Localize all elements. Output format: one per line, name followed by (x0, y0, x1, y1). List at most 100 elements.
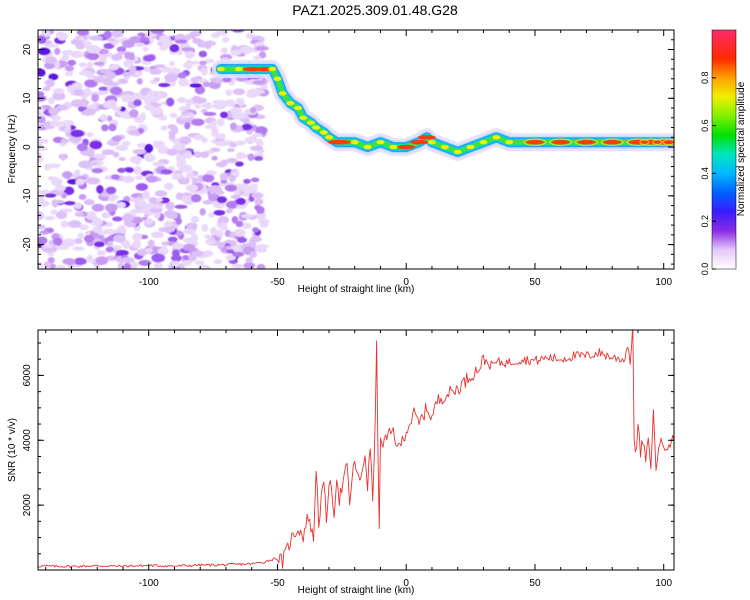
noise-speckle (38, 224, 46, 230)
ridge-peak (242, 66, 261, 72)
noise-speckle (202, 81, 211, 88)
noise-speckle (101, 149, 115, 156)
noise-speckle (68, 220, 82, 228)
noise-speckle (78, 62, 87, 68)
noise-speckle (225, 200, 240, 209)
noise-speckle (117, 78, 129, 85)
noise-speckle (243, 118, 250, 126)
noise-speckle (89, 103, 98, 110)
ridge-peak (551, 139, 570, 145)
top-x-axis: -100 -50 0 50 100 (45, 30, 672, 288)
noise-speckle (142, 54, 155, 62)
noise-speckle (169, 112, 178, 118)
noise-speckle (91, 161, 99, 166)
ridge-peak (278, 91, 287, 96)
noise-speckle (200, 103, 213, 108)
noise-speckle (251, 192, 264, 199)
noise-speckle (61, 50, 75, 55)
noise-speckle (175, 217, 182, 225)
noise-speckle (236, 237, 248, 243)
colorbar-tick-label: 0.4 (700, 167, 710, 180)
ridge-peak (628, 139, 647, 145)
noise-speckle (74, 202, 82, 210)
noise-speckle (179, 136, 192, 145)
noise-speckle (75, 178, 85, 186)
noise-speckle (217, 118, 225, 127)
noise-speckle (144, 247, 153, 253)
ridge-peak (505, 139, 514, 145)
ridge-peak-edge (626, 138, 650, 146)
noise-speckle (213, 79, 225, 84)
ridge-peak (268, 66, 277, 72)
bottom-x-axis-label: Height of straight line (km) (298, 585, 415, 596)
noise-speckle (241, 123, 253, 131)
ridge-peak (665, 139, 674, 145)
noise-speckle (158, 227, 171, 233)
noise-speckle (231, 263, 243, 269)
noise-speckle (49, 120, 63, 127)
noise-speckle (105, 81, 120, 87)
noise-speckle (148, 197, 158, 203)
noise-speckle (177, 177, 190, 185)
ridge-peak (641, 139, 660, 145)
noise-speckle (89, 35, 104, 41)
ridge-peak (332, 139, 351, 145)
noise-speckle (154, 190, 166, 197)
noise-speckle (253, 55, 261, 60)
noise-speckle (152, 161, 166, 167)
frequency-ridge (211, 60, 674, 161)
noise-speckle (163, 220, 173, 228)
noise-speckle (232, 88, 246, 96)
noise-speckle (249, 107, 257, 114)
ridge-peak-edge (549, 138, 573, 146)
noise-speckle (95, 256, 109, 266)
noise-speckle (38, 47, 51, 56)
noise-speckle (232, 113, 245, 120)
noise-speckle (138, 259, 152, 266)
ridge-peak (294, 105, 303, 111)
noise-speckle (161, 66, 172, 73)
noise-speckle (220, 221, 228, 230)
noise-speckle (144, 143, 154, 153)
noise-speckle (124, 51, 132, 60)
noise-speckle (250, 145, 263, 152)
noise-speckle (252, 80, 266, 86)
noise-speckle (154, 92, 166, 99)
ridge-peak (216, 66, 225, 72)
noise-speckle (164, 182, 174, 190)
colorbar-gradient (711, 29, 737, 270)
noise-speckle (131, 92, 144, 102)
noise-speckle (129, 109, 139, 118)
noise-speckle (203, 111, 217, 117)
noise-speckle (154, 64, 166, 69)
noise-speckle (202, 199, 214, 205)
noise-speckle (85, 211, 97, 220)
noise-speckle (190, 194, 202, 203)
chart-title: PAZ1.2025.309.01.48.G28 (292, 2, 458, 18)
noise-speckle (200, 67, 208, 76)
noise-speckle (92, 225, 103, 234)
noise-speckle (78, 193, 87, 200)
noise-speckle (259, 220, 269, 228)
ridge-peak (273, 76, 282, 81)
noise-speckle (158, 115, 168, 121)
noise-speckle (105, 246, 114, 253)
noise-speckle (60, 138, 70, 144)
noise-speckle (149, 68, 162, 75)
noise-speckle (139, 36, 150, 43)
noise-speckle (172, 260, 180, 268)
noise-speckle (184, 34, 196, 40)
noise-speckle (106, 139, 120, 147)
noise-speckle (176, 158, 187, 166)
ridge-peak-edge (652, 138, 674, 146)
noise-speckle (51, 199, 64, 204)
noise-speckle (211, 155, 218, 161)
noise-speckle (111, 135, 123, 142)
noise-speckle (107, 196, 116, 202)
noise-speckle (48, 107, 60, 116)
ridge-peak (312, 125, 321, 130)
noise-speckle (170, 125, 179, 135)
noise-speckle (252, 132, 263, 138)
ridge-peak (417, 135, 436, 140)
noise-speckle (139, 112, 147, 121)
